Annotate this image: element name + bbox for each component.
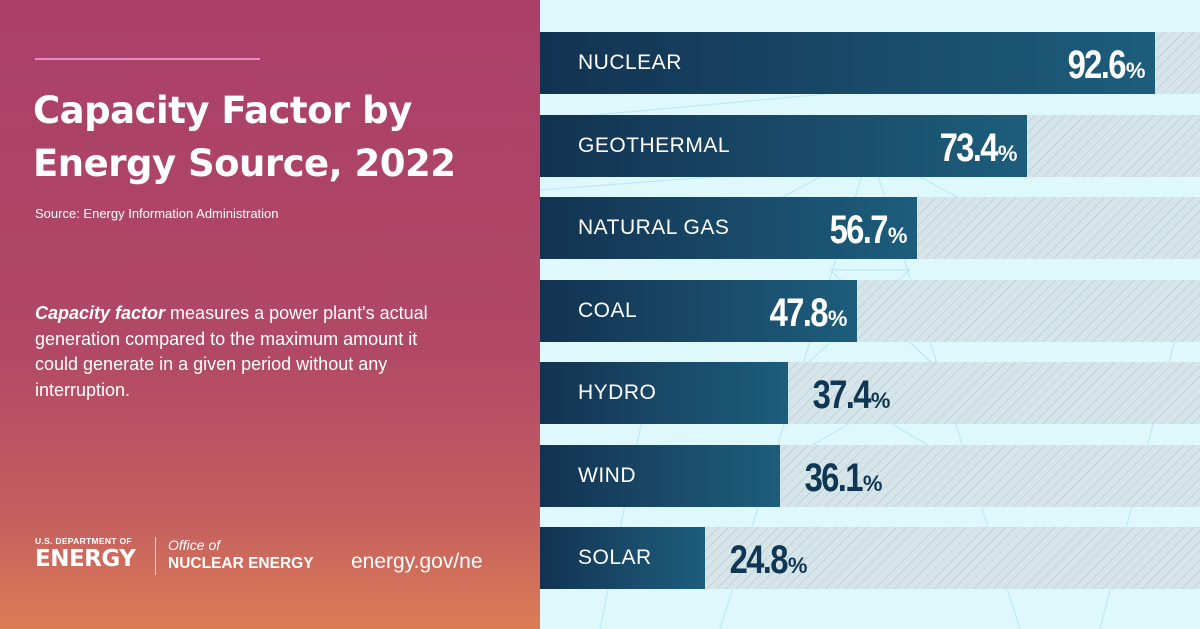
bar bbox=[540, 197, 917, 259]
category-label: HYDRO bbox=[578, 381, 657, 404]
value-label: 92.6% bbox=[1067, 43, 1146, 87]
category-label: WIND bbox=[578, 464, 636, 487]
bar bbox=[540, 362, 788, 424]
bar-chart: NUCLEAR 92.6% GEOTHERMAL 73.4% NATURAL GAS 56… bbox=[540, 0, 1200, 629]
bar bbox=[540, 280, 857, 342]
office-of-label: Office of bbox=[168, 537, 221, 553]
source-note: Source: Energy Information Administratio… bbox=[35, 206, 279, 221]
logo-divider bbox=[155, 537, 156, 575]
value-label: 73.4% bbox=[939, 126, 1018, 170]
description: Capacity factor measures a power plant's… bbox=[35, 301, 465, 403]
bar bbox=[540, 445, 780, 507]
value-label: 47.8% bbox=[769, 291, 848, 335]
accent-line bbox=[35, 58, 260, 60]
value-label: 24.8% bbox=[729, 538, 808, 582]
bar bbox=[540, 32, 1155, 94]
description-text: measures a power plant's actual generati… bbox=[35, 303, 428, 400]
category-label: NUCLEAR bbox=[578, 51, 682, 74]
office-name: NUCLEAR ENERGY bbox=[168, 555, 314, 572]
category-label: COAL bbox=[578, 299, 638, 322]
category-label: NATURAL GAS bbox=[578, 216, 730, 239]
page-title: Capacity Factor by Energy Source, 2022 bbox=[33, 89, 456, 185]
doe-logo-main: ENERGY bbox=[35, 546, 136, 572]
info-panel: Capacity Factor by Energy Source, 2022 S… bbox=[0, 0, 540, 629]
doe-logo-top: U.S. DEPARTMENT OF bbox=[35, 536, 132, 546]
value-label: 37.4% bbox=[812, 373, 891, 417]
value-label: 56.7% bbox=[829, 208, 908, 252]
bar bbox=[540, 115, 1027, 177]
category-label: GEOTHERMAL bbox=[578, 134, 731, 157]
category-label: SOLAR bbox=[578, 546, 652, 569]
bar bbox=[540, 527, 705, 589]
description-term: Capacity factor bbox=[35, 303, 166, 323]
website-label: energy.gov/ne bbox=[351, 550, 483, 573]
value-label: 36.1% bbox=[804, 456, 883, 500]
